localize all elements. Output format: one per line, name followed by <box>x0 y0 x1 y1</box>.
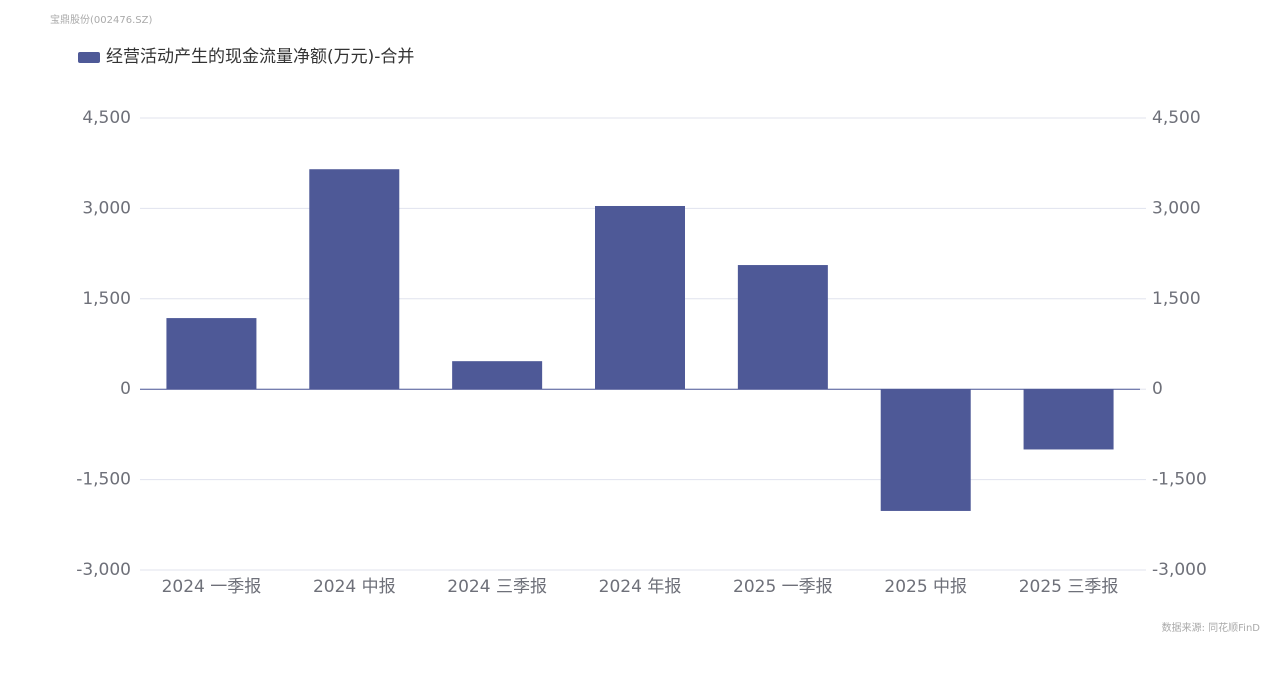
legend-swatch <box>78 52 100 63</box>
x-tick-label: 2024 中报 <box>313 577 396 597</box>
x-tick-label: 2025 中报 <box>884 577 967 597</box>
y2-tick-label: 0 <box>1152 379 1163 399</box>
x-tick-label: 2024 三季报 <box>447 577 547 597</box>
y2-tick-label: -3,000 <box>1152 560 1207 580</box>
y2-tick-label: 3,000 <box>1152 198 1201 218</box>
bar <box>166 318 257 390</box>
x-tick-label: 2025 三季报 <box>1019 577 1119 597</box>
y-tick-label: 0 <box>120 379 131 399</box>
bar <box>309 169 400 390</box>
source: 数据来源: 同花顺FinD <box>1162 621 1261 634</box>
x-tick-label: 2024 年报 <box>599 577 682 597</box>
bar <box>880 389 971 511</box>
bar <box>737 265 828 390</box>
y2-tick-label: 4,500 <box>1152 108 1201 128</box>
legend-label: 经营活动产生的现金流量净额(万元)-合并 <box>106 47 414 67</box>
y-tick-label: 4,500 <box>82 108 131 128</box>
y-tick-label: -3,000 <box>76 560 131 580</box>
y-tick-label: 1,500 <box>82 289 131 309</box>
chart-header: 宝鼎股份(002476.SZ) <box>50 13 152 26</box>
bar <box>452 361 543 390</box>
x-tick-label: 2025 一季报 <box>733 577 833 597</box>
x-tick-label: 2024 一季报 <box>162 577 262 597</box>
y-tick-label: -1,500 <box>76 470 131 490</box>
y2-tick-label: -1,500 <box>1152 470 1207 490</box>
y2-tick-label: 1,500 <box>1152 289 1201 309</box>
bar <box>595 205 685 390</box>
y-tick-label: 3,000 <box>82 198 131 218</box>
bar <box>1023 389 1114 450</box>
